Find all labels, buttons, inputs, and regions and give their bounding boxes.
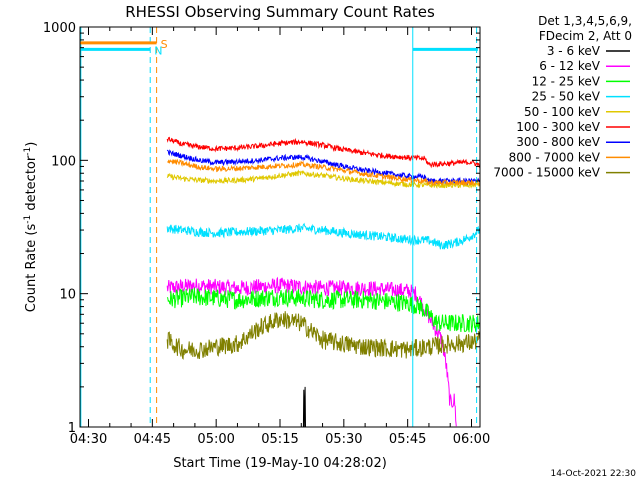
series-line-8 (166, 311, 481, 360)
y-tick-label-1: 10 (59, 288, 76, 303)
x-axis-label: Start Time (19-May-10 04:28:02) (173, 456, 387, 471)
legend-label-0: 3 - 6 keV (547, 44, 601, 58)
y-tick-label-0: 1 (68, 421, 76, 436)
y-axis-label-mid: detector (24, 155, 39, 215)
legend-label-8: 7000 - 15000 keV (493, 166, 600, 180)
x-tick-label-4: 05:30 (325, 432, 362, 447)
y-axis-label-sup1: -1 (23, 215, 33, 224)
legend-label-1: 6 - 12 keV (539, 59, 601, 73)
y-axis-label: Count Rate (s-1 detector-1) (23, 142, 39, 313)
y-axis-label-main: Count Rate (s (24, 224, 39, 313)
legend-header-line-2: FDecim 2, Att 0 (539, 29, 632, 43)
x-tick-label-1: 04:45 (134, 432, 171, 447)
legend-header-line-1: Det 1,3,4,5,6,9, (538, 14, 632, 28)
series-line-5 (166, 136, 481, 169)
flag-marks: SN (80, 38, 478, 57)
y-axis: 1 10 100 1000 (43, 21, 480, 436)
legend-label-3: 25 - 50 keV (532, 90, 601, 104)
legend-label-6: 300 - 800 keV (516, 135, 600, 149)
legend-label-5: 100 - 300 keV (516, 120, 600, 134)
legend-label-4: 50 - 100 keV (524, 105, 601, 119)
y-tick-label-3: 1000 (43, 21, 76, 36)
y-axis-label-end: ) (24, 142, 39, 147)
x-tick-label-3: 05:15 (261, 432, 298, 447)
flag-label-1: N (154, 44, 162, 57)
x-tick-label-0: 04:30 (70, 432, 107, 447)
flag-label-0: S (161, 38, 168, 51)
legend-label-2: 12 - 25 keV (532, 74, 601, 88)
y-tick-label-2: 100 (51, 154, 76, 169)
series-line-7 (167, 158, 481, 188)
legend-label-7: 800 - 7000 keV (509, 150, 601, 164)
event-lines (80, 27, 478, 427)
timestamp: 14-Oct-2021 22:30 (551, 469, 637, 479)
chart-title: RHESSI Observing Summary Count Rates (125, 3, 435, 21)
series-line-1 (166, 276, 457, 427)
legend: Det 1,3,4,5,6,9, FDecim 2, Att 0 3 - 6 k… (493, 14, 632, 180)
y-axis-label-sup2: -1 (23, 147, 33, 156)
x-tick-label-2: 05:00 (197, 432, 234, 447)
x-tick-label-5: 05:45 (389, 432, 426, 447)
plot-lines (166, 136, 481, 428)
series-line-2 (166, 287, 481, 333)
series-line-3 (166, 222, 481, 250)
series-line-6 (166, 149, 481, 186)
x-axis: 04:30 04:45 05:00 05:15 05:30 05:45 06:00 (70, 27, 490, 447)
x-tick-label-6: 06:00 (453, 432, 490, 447)
